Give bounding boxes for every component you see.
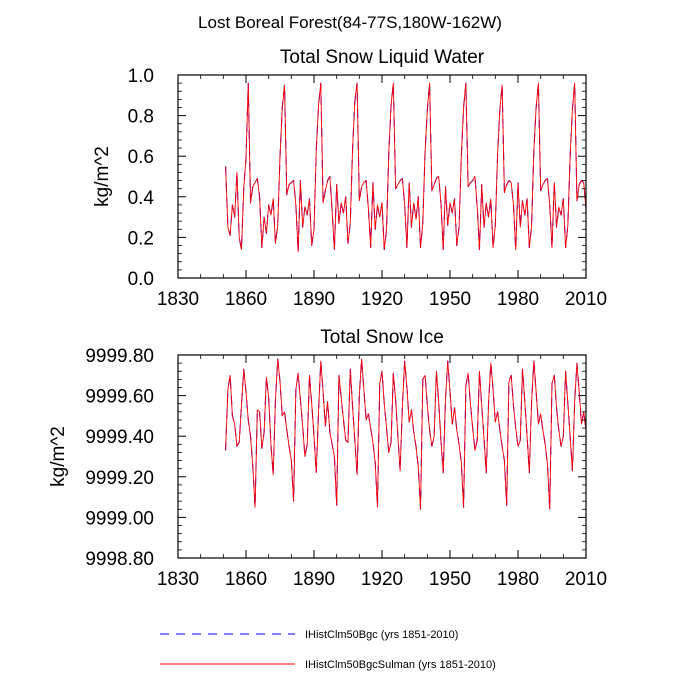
panel1-xtick-label-1950: 1950 bbox=[429, 289, 471, 310]
panel1-title: Total Snow Liquid Water bbox=[280, 47, 485, 68]
panel1-ytick-label-4: 0.8 bbox=[128, 107, 154, 128]
panel1-xtick-label-2010: 2010 bbox=[565, 289, 607, 310]
panel2-xtick-label-1860: 1860 bbox=[225, 569, 267, 590]
panel2-plot-frame bbox=[177, 354, 587, 559]
panel2-ytick-label-0: 9998.80 bbox=[85, 549, 154, 570]
panel2-series-ihistclm50bgc bbox=[225, 358, 586, 510]
panel1-ytick-label-2: 0.4 bbox=[128, 188, 155, 209]
legend-label-ihistclm50bgcsulman: IHistClm50BgcSulman (yrs 1851-2010) bbox=[305, 659, 496, 671]
panel1-ylabel: kg/m^2 bbox=[92, 146, 113, 207]
panel2-xtick-label-1890: 1890 bbox=[293, 569, 335, 590]
panel1-xtick-label-1980: 1980 bbox=[497, 289, 539, 310]
panel2-xtick-label-1830: 1830 bbox=[157, 569, 199, 590]
panel2-ytick-label-3: 9999.40 bbox=[85, 427, 154, 448]
panel2-ytick-label-1: 9999.00 bbox=[85, 508, 154, 529]
panel1-plot-frame bbox=[177, 74, 587, 279]
panel1-xtick-label-1890: 1890 bbox=[293, 289, 335, 310]
panel1-xtick-label-1830: 1830 bbox=[157, 289, 199, 310]
panel1-ytick-label-0: 0.0 bbox=[128, 269, 154, 290]
figure-title: Lost Boreal Forest(84-77S,180W-162W) bbox=[198, 13, 502, 32]
panel1-xtick-label-1860: 1860 bbox=[225, 289, 267, 310]
panel-snow-liquid-water: Total Snow Liquid Water kg/m^2 1830 1860 189… bbox=[92, 47, 607, 310]
panel2-ytick-label-2: 9999.20 bbox=[85, 468, 154, 489]
panel2-ytick-label-5: 9999.80 bbox=[85, 346, 154, 367]
panel2-ytick-label-4: 9999.60 bbox=[85, 387, 154, 408]
panel1-xtick-label-1920: 1920 bbox=[361, 289, 403, 310]
panel2-xtick-label-1980: 1980 bbox=[497, 569, 539, 590]
panel2-xtick-label-2010: 2010 bbox=[565, 569, 607, 590]
panel-snow-ice: Total Snow Ice kg/m^2 1830 1860 1890 1920 1950… bbox=[48, 327, 607, 590]
panel2-xtick-label-1950: 1950 bbox=[429, 569, 471, 590]
panel1-ytick-label-1: 0.2 bbox=[128, 228, 154, 249]
panel2-ylabel: kg/m^2 bbox=[48, 426, 69, 487]
legend: IHistClm50Bgc (yrs 1851-2010) IHistClm50… bbox=[160, 629, 496, 671]
panel2-series-ihistclm50bgcsulman bbox=[225, 358, 586, 510]
legend-label-ihistclm50bgc: IHistClm50Bgc (yrs 1851-2010) bbox=[305, 629, 458, 641]
panel2-xtick-label-1920: 1920 bbox=[361, 569, 403, 590]
panel1-ytick-label-5: 1.0 bbox=[128, 66, 154, 87]
panel1-series-ihistclm50bgcsulman bbox=[225, 82, 586, 253]
panel2-title: Total Snow Ice bbox=[320, 327, 444, 348]
panel1-ytick-label-3: 0.6 bbox=[128, 147, 154, 168]
